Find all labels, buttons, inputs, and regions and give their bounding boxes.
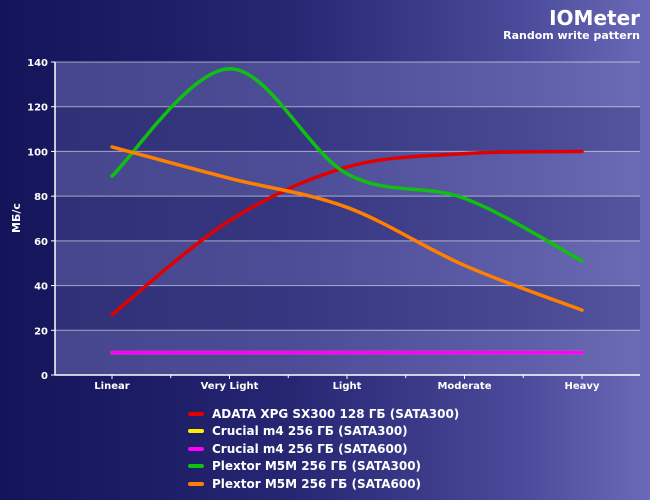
chart-subtitle: Random write pattern: [503, 29, 640, 42]
legend-item: Plextor M5M 256 ГБ (SATA600): [188, 475, 459, 493]
y-tick-label: 20: [34, 326, 48, 337]
x-tick-label: Very Light: [201, 381, 259, 392]
legend-label: Plextor M5M 256 ГБ (SATA300): [212, 459, 422, 474]
legend-swatch: [188, 464, 204, 469]
x-tick-label: Heavy: [565, 381, 600, 392]
legend-label: Crucial m4 256 ГБ (SATA600): [212, 441, 408, 456]
plot-band: [55, 196, 640, 241]
y-tick-label: 40: [34, 282, 48, 293]
legend-swatch: [188, 446, 204, 451]
chart-title: IOMeter: [549, 6, 640, 30]
series-line-1: [110, 149, 584, 317]
y-tick-label: 60: [34, 237, 48, 248]
x-tick-label: Light: [333, 381, 362, 392]
legend-swatch: [188, 481, 204, 486]
y-tick-label: 80: [34, 192, 48, 203]
y-tick-label: 100: [27, 147, 48, 158]
plot-band: [55, 285, 640, 331]
plot-band: [55, 240, 640, 286]
legend: ADATA XPG SX300 128 ГБ (SATA300) Crucial …: [188, 405, 459, 493]
series-line-5: [110, 145, 584, 312]
legend-label: ADATA XPG SX300 128 ГБ (SATA300): [212, 406, 460, 421]
legend-item: ADATA XPG SX300 128 ГБ (SATA300): [188, 405, 459, 423]
series-line-4: [110, 66, 584, 263]
legend-item: Crucial m4 256 ГБ (SATA600): [188, 440, 459, 458]
x-tick-label: Linear: [94, 381, 129, 392]
series-lines: [110, 66, 584, 355]
y-axis-label: МБ/с: [10, 203, 23, 233]
legend-swatch: [188, 429, 204, 434]
legend-item: Plextor M5M 256 ГБ (SATA300): [188, 458, 459, 476]
y-tick-label: 0: [41, 371, 48, 382]
legend-item: Crucial m4 256 ГБ (SATA300): [188, 423, 459, 441]
x-tick-label: Moderate: [437, 381, 491, 392]
y-axis-ticks: 0 20 40 60 80 100 120 140: [27, 58, 55, 382]
legend-label: Crucial m4 256 ГБ (SATA300): [212, 424, 408, 439]
legend-label: Plextor M5M 256 ГБ (SATA600): [212, 476, 422, 491]
y-tick-label: 140: [27, 58, 48, 69]
legend-swatch: [188, 411, 204, 416]
plot-band: [55, 62, 640, 107]
y-tick-label: 120: [27, 103, 48, 114]
x-axis-ticks: Linear Very Light Light Moderate Heavy: [94, 375, 600, 392]
plot-area: [55, 62, 640, 375]
plot-band: [55, 106, 640, 152]
